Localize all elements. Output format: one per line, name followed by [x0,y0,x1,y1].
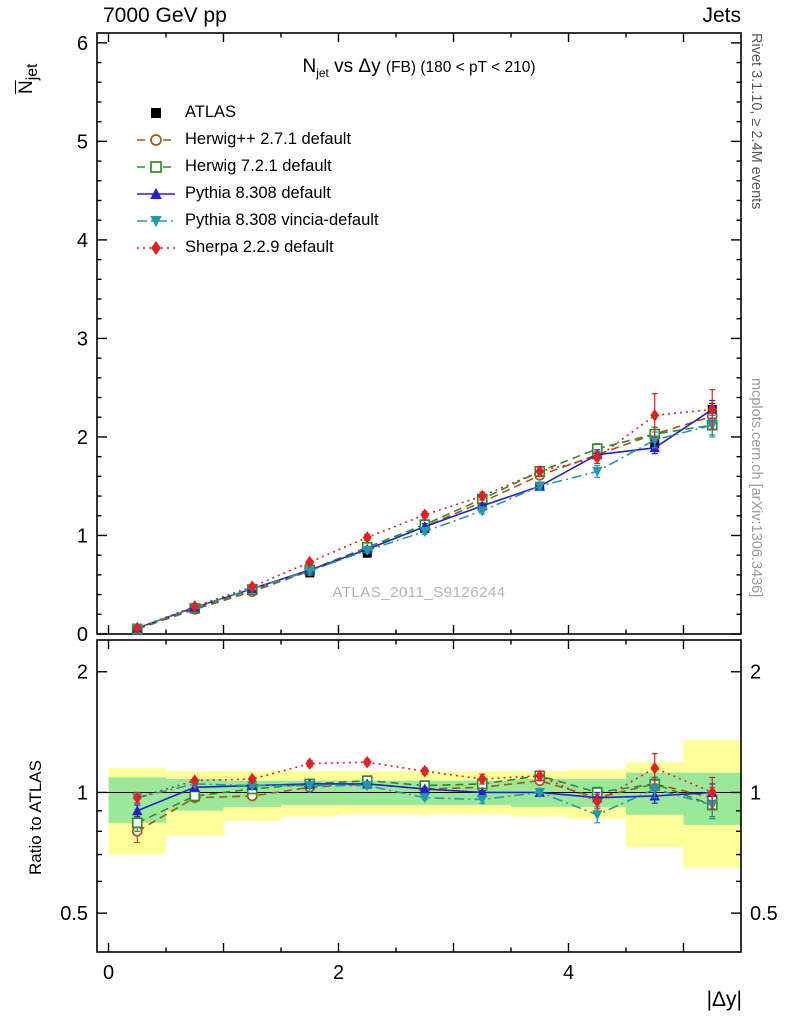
beam-energy-label: 7000 GeV pp [103,4,227,27]
legend-label-atlas: ATLAS [185,103,237,121]
y-top-tick-label: 1 [77,525,88,547]
y-top-tick-label: 2 [77,427,88,449]
ratio-tick-label-right: 0.5 [750,903,778,925]
axis-tick-labels: 0 1 2 3 4 5 6 0.5 0.5 1 1 2 2 0 2 4 [60,33,778,984]
y-top-tick-label: 6 [77,33,88,55]
legend-item-sherpa: Sherpa 2.2.9 default [136,234,379,261]
legend-label-sherpa: Sherpa 2.2.9 default [185,238,334,256]
legend-item-herwig7: Herwig 7.2.1 default [136,153,379,180]
y-top-tick-label: 5 [77,131,88,153]
series-sherpa-ratio [132,752,717,810]
mcplots-reference-note: mcplots.cern.ch [arXiv:1306.3436] [748,378,764,598]
legend-marker-vincia-icon [137,215,175,227]
legend-item-herwigpp: Herwig++ 2.7.1 default [136,126,379,153]
legend-label-herwig7: Herwig 7.2.1 default [185,157,332,175]
ratio-panel-frame [96,639,742,953]
ratio-tick-label-left: 0.5 [60,903,88,925]
y-top-tick-label: 0 [77,624,88,646]
legend-marker-atlas-icon [151,107,161,118]
legend-marker-sherpa-icon [137,240,175,255]
panel-frames [96,32,742,953]
x-axis-label: |Δy| [706,988,742,1011]
analysis-topic-label: Jets [702,4,741,27]
legend-item-vincia: Pythia 8.308 vincia-default [136,207,379,234]
ratio-tick-label-left: 1 [77,782,88,804]
rivet-version-note: Rivet 3.1.10, ≥ 2.4M events [748,33,764,210]
ratio-axis-label: Ratio to ATLAS [26,760,45,875]
x-tick-label: 4 [563,962,574,984]
legend-label-pythia: Pythia 8.308 default [185,184,331,202]
legend: ATLAS Herwig++ 2.7.1 default Herwig 7.2.1 … [136,99,379,261]
y-top-tick-label: 3 [77,328,88,350]
ratio-tick-label-right: 1 [750,782,761,804]
legend-label-vincia: Pythia 8.308 vincia-default [185,211,379,229]
legend-item-atlas: ATLAS [136,99,379,126]
legend-marker-pythia-icon [137,187,175,199]
top-panel-frame [96,32,742,635]
series-sherpa [132,389,717,635]
legend-label-herwigpp: Herwig++ 2.7.1 default [185,130,352,148]
legend-marker-herwigpp-icon [137,133,175,146]
x-tick-label: 2 [333,962,344,984]
axis-ticks [97,33,741,952]
y-top-tick-label: 4 [77,230,88,252]
ratio-tick-label-right: 2 [750,662,761,684]
plot-title: Njet vs Δy (FB) (180 < pT < 210) [302,56,536,80]
ratio-tick-label-left: 2 [77,662,88,684]
y-axis-label-njet: Njet [16,63,41,94]
x-tick-label: 0 [103,962,114,984]
legend-item-pythia: Pythia 8.308 default [136,180,379,207]
ratio-uncertainty-bands [97,740,741,868]
analysis-id-watermark: ATLAS_2011_S9126244 [332,584,506,601]
legend-marker-herwig7-icon [137,160,175,173]
